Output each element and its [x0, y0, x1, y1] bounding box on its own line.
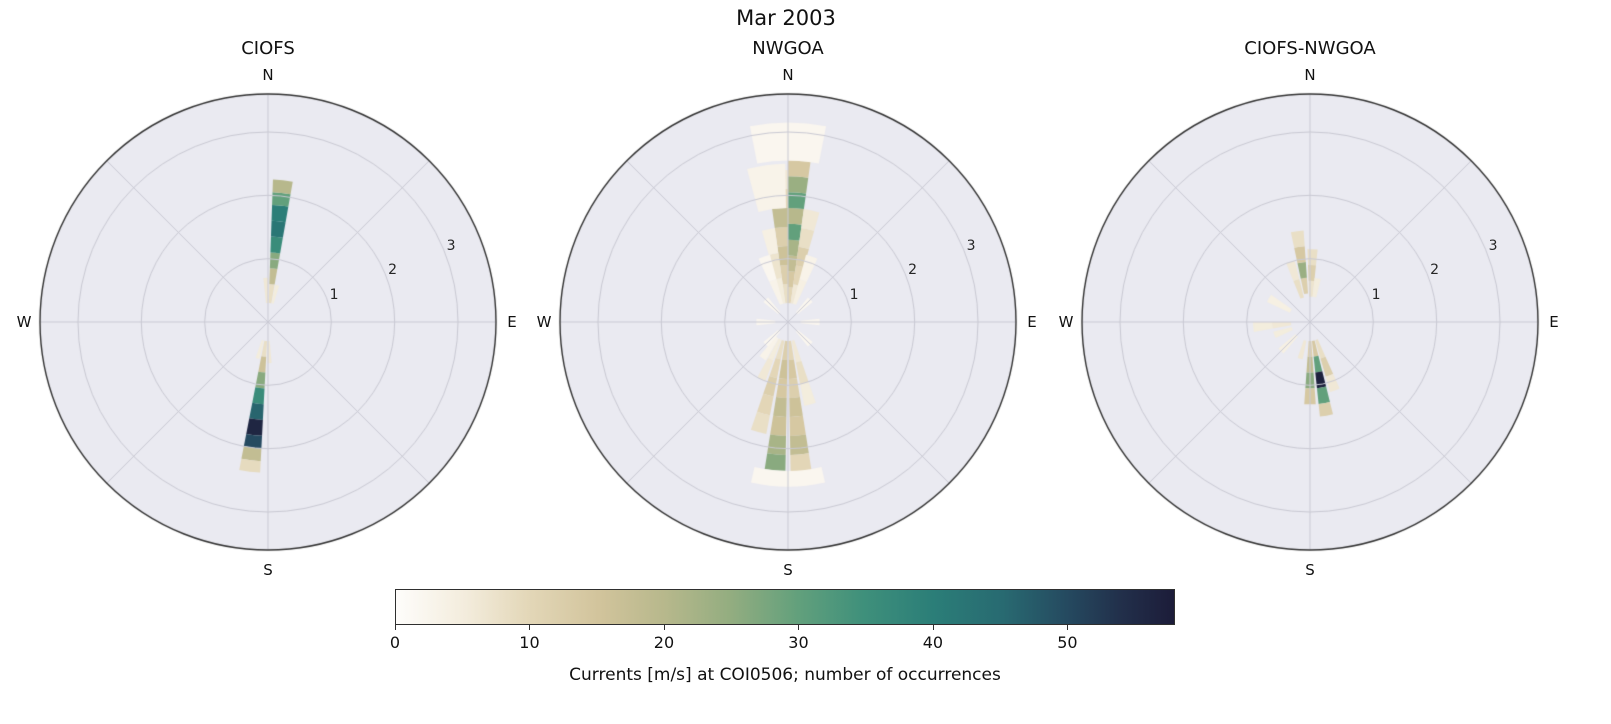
figure-title: Mar 2003: [736, 6, 836, 30]
radial-tick-1: 1: [1371, 286, 1381, 303]
dir-label-e: E: [507, 313, 517, 331]
colorbar-tick-mark: [529, 625, 531, 630]
colorbar-tick-mark: [1067, 625, 1069, 630]
colorbar-gradient: [395, 589, 1175, 625]
radial-tick-3: 3: [446, 238, 456, 255]
radial-tick-1: 1: [849, 286, 859, 303]
dir-label-n: N: [262, 66, 274, 84]
colorbar-tick-mark: [798, 625, 800, 630]
dir-label-n: N: [1304, 66, 1316, 84]
radial-tick-1: 1: [329, 286, 339, 303]
colorbar-tick-mark: [932, 625, 934, 630]
dir-label-s: S: [783, 561, 793, 579]
dir-label-w: W: [16, 313, 32, 331]
polar-plot-ciofs: N E S W 1 2 3: [17, 66, 517, 579]
colorbar-label: Currents [m/s] at COI0506; number of occ…: [569, 665, 1001, 685]
polar-canvas-ciofs: [33, 87, 503, 557]
radial-tick-3: 3: [966, 238, 976, 255]
colorbar-tick-label: 0: [389, 633, 401, 652]
colorbar-tick-mark: [663, 625, 665, 630]
colorbar-tick-mark: [395, 625, 396, 630]
dir-label-e: E: [1549, 313, 1559, 331]
colorbar-tick-label: 50: [1057, 633, 1078, 652]
dir-label-w: W: [536, 313, 552, 331]
colorbar-tick-label: 10: [519, 633, 540, 652]
colorbar-ticks: 0 10 20 30 40 50: [390, 625, 1175, 659]
polar-plot-ciofs-nwgoa: N E S W 1 2 3: [1059, 66, 1559, 579]
dir-label-w: W: [1058, 313, 1074, 331]
dir-label-s: S: [1305, 561, 1315, 579]
radial-tick-2: 2: [388, 262, 398, 279]
panel-title-ciofs: CIOFS: [241, 38, 295, 59]
colorbar-tick-label: 30: [788, 633, 809, 652]
dir-label-s: S: [263, 561, 273, 579]
polar-plot-nwgoa: N E S W 1 2 3: [537, 66, 1037, 579]
radial-tick-3: 3: [1488, 238, 1498, 255]
dir-label-n: N: [782, 66, 794, 84]
dir-label-e: E: [1027, 313, 1037, 331]
radial-tick-2: 2: [1430, 262, 1440, 279]
panel-title-ciofs-nwgoa: CIOFS-NWGOA: [1244, 38, 1376, 59]
colorbar-tick-label: 20: [653, 633, 675, 652]
polar-canvas-ciofs-nwgoa: [1075, 87, 1545, 557]
polar-canvas-nwgoa: [553, 87, 1023, 557]
panel-title-nwgoa: NWGOA: [752, 38, 824, 59]
radial-tick-2: 2: [908, 262, 918, 279]
colorbar-tick-label: 40: [922, 633, 944, 652]
